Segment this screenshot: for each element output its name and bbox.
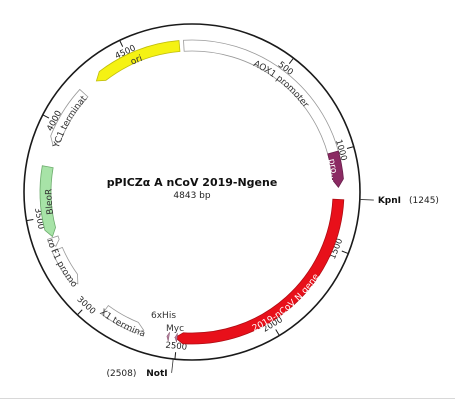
tick-mark	[77, 309, 83, 316]
bottom-divider	[0, 398, 455, 399]
aox1-terminator-feature	[101, 304, 145, 334]
his-feature	[166, 332, 170, 342]
kpni-site-name: KpnI	[378, 196, 401, 206]
tef1-promoter-feature	[51, 246, 79, 285]
pro-feature	[327, 150, 344, 189]
bleor-label: BleoR	[44, 189, 56, 216]
ori-label: ori	[129, 53, 144, 67]
ori-feature	[95, 40, 181, 82]
ncov-n-gene-label: 2019-nCoV N gene	[251, 272, 322, 334]
tef1-promoter-label: TEF1 promoter	[0, 0, 79, 290]
tick-mark	[26, 218, 34, 222]
plasmid-length: 4843 bp	[173, 191, 210, 201]
restriction-sites: KpnI (1245) NotI (2508)	[106, 196, 438, 379]
myc-feature	[174, 333, 178, 343]
tick-mark	[174, 352, 177, 360]
em7-promoter-feature	[47, 235, 60, 247]
noti-site-name: NotI	[146, 369, 167, 379]
noti-site-position: (2508)	[106, 369, 136, 379]
tick-label: 2500	[165, 341, 188, 353]
aox1-promoter-feature	[183, 39, 342, 173]
pro-label: pro...	[326, 158, 339, 182]
his-tag-label: 6xHis	[151, 311, 176, 321]
tick-mark	[341, 250, 349, 255]
tick-mark	[275, 329, 280, 336]
backbone-circle	[23, 23, 361, 361]
tick-mark	[42, 114, 50, 119]
myc-tag-label: Myc	[166, 324, 184, 334]
noti-site-line	[171, 358, 174, 373]
tick-mark	[119, 40, 124, 47]
backbone	[23, 23, 361, 361]
bleor-feature	[39, 165, 56, 238]
kpni-site-line	[359, 199, 374, 201]
cyc1-terminator-feature	[50, 88, 89, 147]
map-center: pPICZα A nCoV 2019-Ngene 4843 bp	[107, 176, 278, 201]
kpni-site-position: (1245)	[409, 196, 439, 206]
tick-label: 3000	[75, 295, 98, 317]
plasmid-name: pPICZα A nCoV 2019-Ngene	[107, 176, 278, 189]
tick-mark	[288, 57, 294, 65]
tick-mark	[346, 146, 354, 150]
